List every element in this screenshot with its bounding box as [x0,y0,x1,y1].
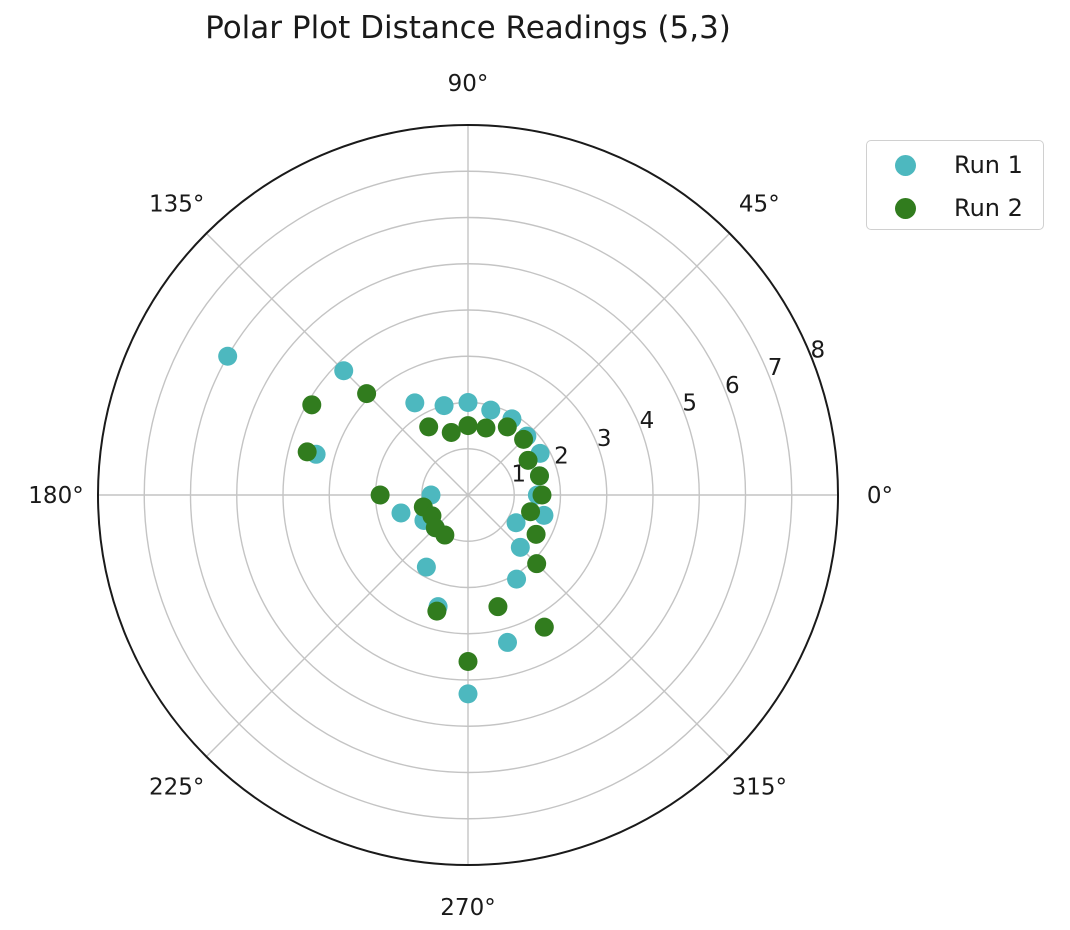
data-point-run-1 [510,537,530,557]
data-point-run-2 [526,524,546,544]
data-point-run-1 [458,393,478,412]
legend-label: Run 2 [954,194,1023,222]
angular-gridline [205,494,469,758]
data-point-run-2 [441,422,461,442]
data-point-run-2 [514,429,534,449]
data-point-run-2 [532,485,552,505]
theta-tick-label: 45° [739,192,780,218]
tick-labels: 0° 45° 90° 135° 180° 225° 270° 315° 1 2 3 4 5 6 7 8 [28,71,893,921]
data-point-run-2 [497,417,517,437]
data-point-run-1 [498,632,518,652]
data-point-run-1 [481,400,501,420]
legend-item-run-1: Run 1 [867,146,1043,186]
legend-marker [895,155,916,176]
r-tick-label: 2 [554,444,569,470]
r-tick-label: 3 [597,426,612,452]
theta-tick-label: 180° [28,483,83,509]
legend-label: Run 1 [954,151,1023,179]
data-point-run-2 [435,525,455,545]
data-point-run-2 [527,554,547,574]
theta-tick-label: 135° [149,192,204,218]
data-point-run-2 [357,384,377,404]
legend-marker [895,198,916,219]
data-point-run-1 [507,569,527,589]
data-point-run-2 [476,418,496,438]
theta-tick-label: 225° [149,774,204,800]
r-tick-label: 7 [768,355,783,381]
theta-tick-label: 0° [867,483,893,509]
data-point-run-2 [534,617,554,637]
chart-title: Polar Plot Distance Readings (5,3) [205,10,731,46]
polar-grid [98,125,838,865]
r-tick-label: 4 [640,408,655,434]
data-point-run-1 [506,513,526,533]
data-point-run-1 [334,361,354,381]
data-point-run-2 [518,450,538,470]
data-point-run-2 [529,466,549,486]
angular-gridline [467,232,731,496]
theta-tick-label: 90° [448,71,489,97]
data-point-run-1 [391,503,411,523]
data-point-run-1 [416,557,436,577]
legend-item-run-2: Run 2 [867,189,1043,229]
data-point-run-1 [458,684,478,704]
data-point-run-1 [405,393,425,413]
data-point-run-2 [458,416,478,436]
data-point-run-2 [370,485,390,505]
data-point-run-1 [218,346,238,366]
data-point-run-2 [302,395,322,415]
polar-frame [97,124,839,866]
data-point-run-1 [434,396,454,416]
data-point-run-2 [521,502,541,522]
theta-tick-label: 270° [440,895,495,921]
r-tick-label: 8 [811,337,826,363]
r-tick-label: 5 [682,391,697,417]
data-point-run-2 [458,652,478,671]
data-point-run-2 [488,597,508,617]
angular-gridline [467,494,731,758]
legend: Run 1 Run 2 [866,140,1044,230]
r-tick-label: 1 [511,461,526,487]
data-points [218,346,554,704]
data-point-run-2 [427,601,447,621]
r-tick-label: 6 [725,373,740,399]
data-point-run-2 [297,442,317,462]
theta-tick-label: 315° [732,774,787,800]
data-point-run-2 [419,417,439,437]
